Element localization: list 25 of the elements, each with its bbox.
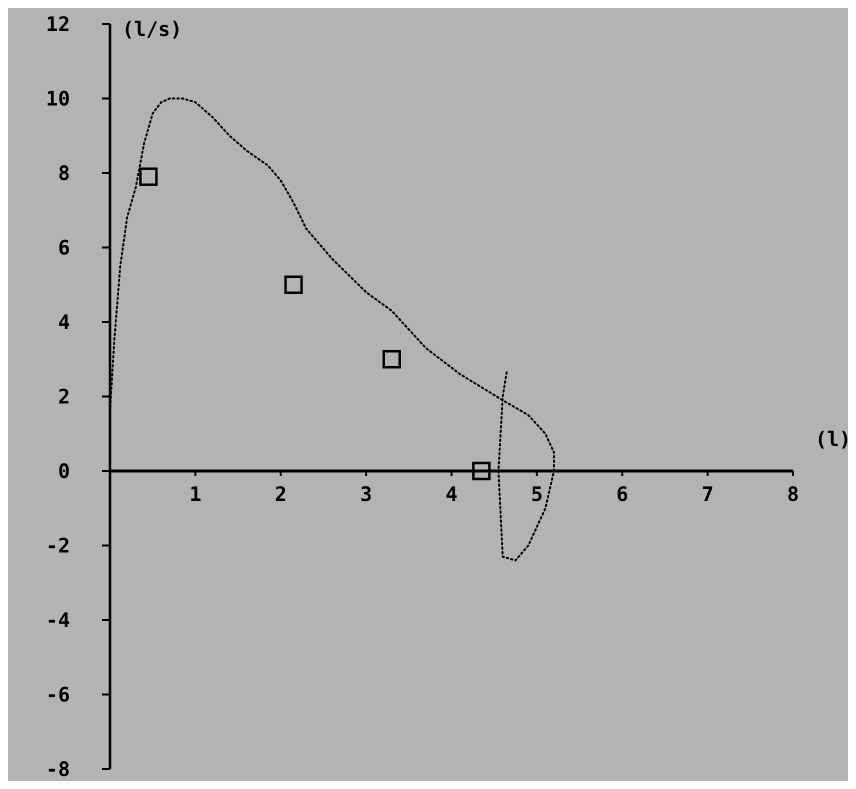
y-tick-label: 2 [58,384,70,408]
y-tick-label: -8 [46,757,70,781]
x-tick-label: 8 [786,482,800,506]
x-tick-label: 2 [274,482,287,506]
y-tick-label: -2 [46,534,70,558]
y-tick-label: -6 [46,682,70,706]
point [139,167,158,186]
point [382,350,401,368]
y-tick-label: -4 [46,608,70,632]
y-tick-label: 0 [58,459,70,483]
x-tick-label: 3 [360,482,372,506]
x-tick-label: 6 [616,482,628,506]
point [472,462,491,480]
y-tick-label: 12 [46,12,70,36]
y-tick-label: 4 [58,310,70,334]
x-tick-label: 5 [530,482,543,506]
y-axis-title: (l/s) [122,17,182,41]
point [284,276,303,294]
x-tick-label: 1 [189,482,202,506]
y-tick-label: 8 [58,161,70,185]
y-tick-label: 6 [58,236,70,260]
x-tick-label: 7 [702,482,714,506]
x-axis-title: (l) [814,427,852,451]
x-tick-label: 4 [445,482,458,506]
y-tick-label: 10 [46,86,70,110]
